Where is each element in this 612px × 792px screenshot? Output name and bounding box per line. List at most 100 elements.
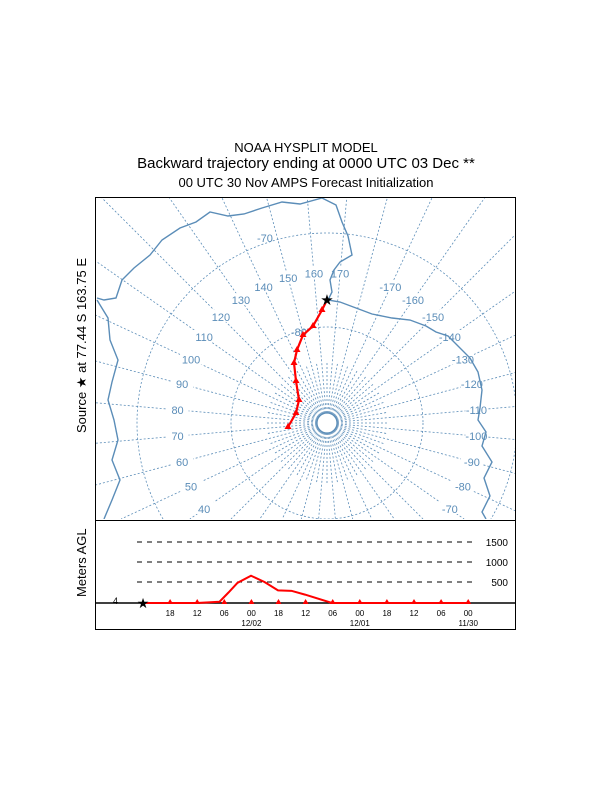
meridian-line xyxy=(96,423,318,444)
label-bg xyxy=(451,479,474,492)
longitude-label: 80 xyxy=(171,405,183,417)
date-label: 12/01 xyxy=(350,619,371,628)
star-icon: ★ xyxy=(320,292,333,309)
meridian-line xyxy=(330,432,348,480)
meridian-line xyxy=(281,431,324,519)
longitude-label: -80 xyxy=(455,481,471,493)
meridian-line xyxy=(333,234,515,417)
longitude-label: 100 xyxy=(182,355,200,367)
longitude-label: 110 xyxy=(195,332,213,344)
longitude-label: -110 xyxy=(466,405,487,417)
label-bg xyxy=(379,280,402,293)
label-bg xyxy=(166,402,189,415)
meridian-line xyxy=(335,334,515,420)
latitude-label: -70 xyxy=(257,233,273,245)
longitude-label: -130 xyxy=(452,355,474,367)
meridian-line xyxy=(336,424,387,434)
star-icon: ★ xyxy=(137,595,150,611)
height-marker xyxy=(248,599,255,604)
x-tick-label: 12 xyxy=(301,609,310,618)
meridian-line xyxy=(230,429,321,519)
meridian-line xyxy=(96,360,318,421)
longitude-label: -160 xyxy=(402,295,424,307)
height-line xyxy=(143,574,467,604)
meridian-line xyxy=(335,426,515,512)
date-label: 11/30 xyxy=(458,619,478,628)
meridian-line xyxy=(332,430,395,519)
latitude-circle xyxy=(316,412,338,434)
height-marker xyxy=(302,599,309,604)
label-bg xyxy=(166,429,189,442)
meridian-line xyxy=(300,432,325,519)
y-axis-label: Meters AGL xyxy=(74,528,89,597)
longitude-label: 150 xyxy=(279,273,297,285)
height-marker xyxy=(221,599,228,604)
longitude-label: 70 xyxy=(171,431,183,443)
meridian-line xyxy=(306,366,324,414)
longitude-label: -150 xyxy=(422,312,444,324)
label-bg xyxy=(465,429,488,442)
meridian-line xyxy=(334,429,374,462)
chart-subtitle: 00 UTC 30 Nov AMPS Forecast Initializati… xyxy=(178,175,434,190)
meridian-line xyxy=(330,366,348,414)
label-bg xyxy=(277,271,300,284)
trajectory-marker xyxy=(299,331,307,337)
meridian-line xyxy=(270,426,318,444)
longitude-label: 170 xyxy=(331,269,349,281)
label-bg xyxy=(252,280,275,293)
x-tick-label: 18 xyxy=(382,609,391,618)
meridian-line xyxy=(306,432,324,480)
meridian-line xyxy=(336,372,515,421)
meridian-line xyxy=(274,427,319,454)
trajectory-marker xyxy=(284,423,292,429)
trajectory-marker xyxy=(318,306,326,312)
meridian-line xyxy=(335,427,380,454)
meridian-line xyxy=(336,406,515,423)
reference-label: 1000 xyxy=(486,558,509,569)
meridian-line xyxy=(329,198,388,414)
meridian-line xyxy=(318,432,327,519)
meridian-line xyxy=(336,426,384,444)
source-label: Source ★ at 77.44 S 163.75 E xyxy=(74,258,89,433)
meridian-line xyxy=(336,402,384,420)
meridian-line xyxy=(288,376,321,416)
label-bg xyxy=(438,329,461,342)
label-bg xyxy=(460,454,483,467)
meridian-line xyxy=(334,384,374,417)
meridian-line xyxy=(101,198,321,417)
meridian-line xyxy=(327,432,336,519)
longitude-label: -120 xyxy=(461,379,483,391)
x-tick-label: 06 xyxy=(220,609,229,618)
label-bg xyxy=(180,479,203,492)
meridian-line xyxy=(259,430,322,519)
meridian-line xyxy=(333,430,366,470)
longitude-label: -90 xyxy=(464,457,480,469)
meridian-line xyxy=(96,260,320,418)
meridian-line xyxy=(335,392,380,419)
label-bg xyxy=(209,309,232,322)
chart-title: Backward trajectory ending at 0000 UTC 0… xyxy=(137,155,475,172)
x-tick-label: 06 xyxy=(328,609,337,618)
reference-label: 500 xyxy=(491,578,508,589)
meridian-line xyxy=(96,425,318,486)
meridian-line xyxy=(332,198,485,416)
meridian-line xyxy=(336,425,515,474)
meridian-line xyxy=(316,432,326,483)
x-tick-label: 18 xyxy=(166,609,175,618)
date-label: 12/02 xyxy=(241,619,262,628)
x-tick-label: 00 xyxy=(464,609,473,618)
trajectory-marker xyxy=(290,359,298,365)
meridian-line xyxy=(328,432,338,483)
label-bg xyxy=(210,522,232,534)
label-bg xyxy=(193,502,216,515)
latitude-circle xyxy=(136,232,515,519)
coastline xyxy=(96,299,121,519)
label-bg xyxy=(422,309,445,322)
reference-label: 1500 xyxy=(486,538,509,549)
label-bg xyxy=(180,352,203,365)
x-tick-label: 12 xyxy=(410,609,419,618)
latitude-circle xyxy=(230,326,424,519)
label-bg xyxy=(171,377,194,390)
model-name: NOAA HYSPLIT MODEL xyxy=(234,140,378,155)
